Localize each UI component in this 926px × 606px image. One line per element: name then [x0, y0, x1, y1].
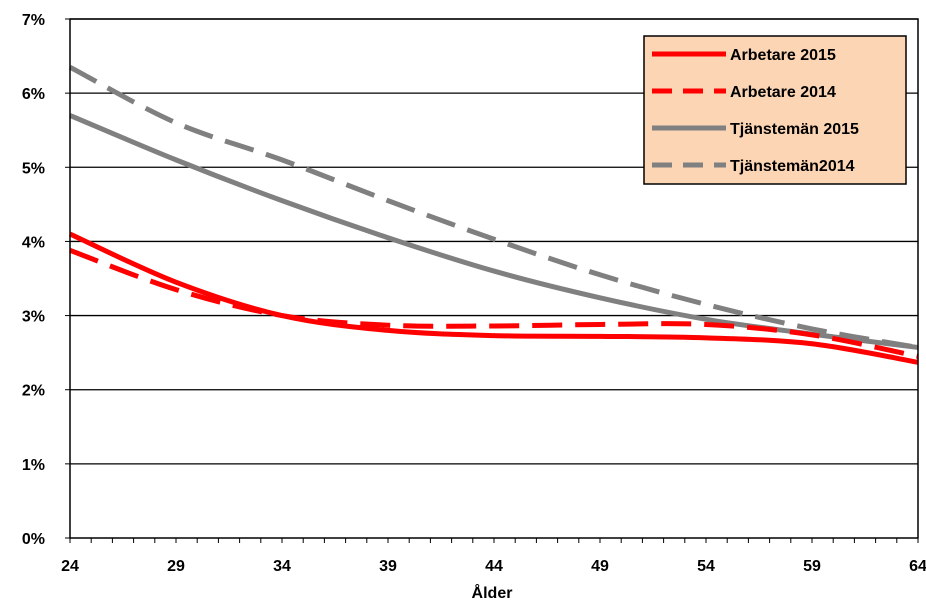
legend-label: Arbetare 2014 [730, 84, 836, 101]
series-line-tj-nstem-n-2015 [69, 113, 919, 350]
y-tick-label: 4% [22, 234, 45, 251]
legend-label: Arbetare 2015 [730, 47, 836, 64]
x-tick-label: 59 [803, 558, 821, 575]
legend-box [643, 35, 907, 185]
x-tick-label: 54 [697, 558, 715, 575]
x-axis-title: Ålder [472, 583, 513, 602]
x-tick-labels: 24 29 34 39 44 49 54 59 64 [61, 558, 926, 575]
y-tick-label: 6% [22, 86, 45, 103]
legend: Arbetare 2015 Arbetare 2014 Tjänstemän 201… [643, 35, 907, 185]
series-line-arbetare-2015 [68, 231, 919, 365]
axes [65, 18, 919, 543]
y-tick-labels: 0% 1% 2% 3% 4% 5% 6% 7% [22, 12, 45, 548]
series-layer [68, 64, 919, 365]
x-tick-label: 39 [379, 558, 397, 575]
y-tick-label: 1% [22, 457, 45, 474]
y-tick-label: 3% [22, 309, 45, 326]
x-tick-label: 49 [591, 558, 609, 575]
x-tick-label: 24 [61, 558, 79, 575]
x-tick-label: 34 [273, 558, 291, 575]
legend-label: Tjänstemän2014 [730, 158, 855, 175]
y-tick-label: 0% [22, 531, 45, 548]
x-tick-label: 29 [167, 558, 185, 575]
y-tick-label: 5% [22, 160, 45, 177]
series-line-arbetare-2014 [69, 247, 919, 359]
y-tick-label: 7% [22, 12, 45, 29]
legend-label: Tjänstemän 2015 [730, 121, 859, 138]
y-tick-label: 2% [22, 383, 45, 400]
series-line-tj-nstem-n2014 [68, 64, 919, 350]
x-tick-label: 44 [485, 558, 503, 575]
x-tick-label: 64 [909, 558, 926, 575]
